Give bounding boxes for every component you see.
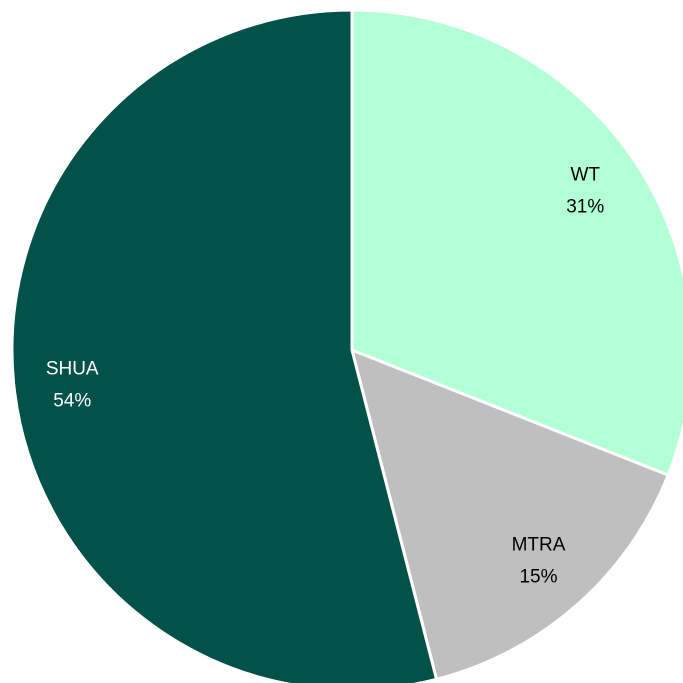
slice-value-label: 15% [519, 567, 557, 588]
pie-slice [10, 8, 439, 683]
slice-label: MTRA [512, 535, 566, 556]
pie-slice [349, 347, 671, 682]
slice-label: WT [570, 165, 600, 186]
pie-slice [350, 8, 683, 478]
slice-label: SHUA [46, 358, 99, 379]
slice-value-label: 54% [53, 390, 91, 411]
slice-value-label: 31% [566, 197, 604, 218]
